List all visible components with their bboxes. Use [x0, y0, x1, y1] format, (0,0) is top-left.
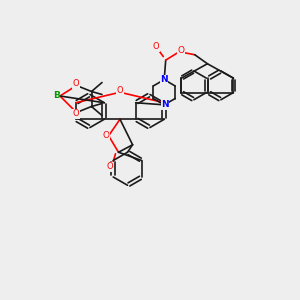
Text: O: O [73, 110, 80, 118]
Text: B: B [53, 92, 60, 100]
Text: O: O [103, 131, 110, 140]
Text: O: O [117, 86, 123, 95]
Text: N: N [161, 100, 169, 109]
Text: N: N [160, 75, 168, 84]
Text: O: O [152, 42, 159, 51]
Text: O: O [73, 80, 80, 88]
Text: O: O [178, 46, 185, 55]
Text: O: O [107, 162, 113, 171]
